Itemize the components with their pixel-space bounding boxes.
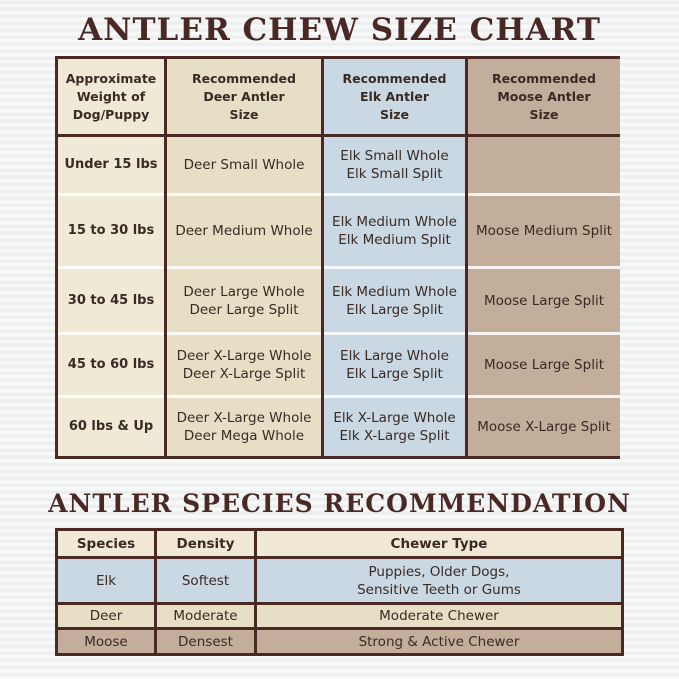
row-divider [324,266,465,269]
moose-cell: Moose Large Split [483,357,604,373]
elk-cell: Elk Small Whole Elk Small Split [340,148,449,182]
row-divider [167,193,321,196]
weight-cell: Under 15 lbs [64,157,158,172]
row-divider [468,134,620,137]
moose-cell: Moose Medium Split [475,223,612,239]
elk-cell: Elk X-Large Whole Elk X-Large Split [333,410,456,444]
row-divider [468,193,620,196]
row-divider [167,266,321,269]
deer-cell: Deer Small Whole [183,157,305,173]
elk-header: Recommended Elk Antler Size [342,70,447,122]
deer-cell: Deer Large Whole Deer Large Split [183,283,305,318]
species-table: Species Density Chewer Type Elk Softest Puppi… [55,528,624,656]
row-divider [324,332,465,335]
deer-cell: Deer X-Large Whole Deer Mega Whole [176,410,312,444]
elk-column: Recommended Elk Antler Size Elk Small Who… [324,59,465,456]
species-row: Moose Densest Strong & Active Chewer [58,630,621,653]
species-cell: Moose [58,630,154,653]
density-cell: Moderate [157,605,254,627]
row-divider [58,266,164,269]
species-title: ANTLER SPECIES RECOMMENDATION [48,489,631,518]
row-divider [468,266,620,269]
deer-cell: Deer Medium Whole [175,223,313,239]
moose-column: Recommended Moose Antler Size Moose Mediu… [468,59,620,456]
moose-cell [468,137,620,193]
row-divider [324,395,465,398]
row-divider [167,395,321,398]
chewer-header: Chewer Type [257,531,621,556]
moose-header: Recommended Moose Antler Size [492,70,596,122]
elk-cell: Elk Large Whole Elk Large Split [340,348,449,382]
row-divider [324,134,465,137]
row-divider [58,134,164,137]
weight-column: Approximate Weight of Dog/Puppy Under 15 … [58,59,164,456]
chewer-cell: Strong & Active Chewer [257,630,621,653]
moose-cell: Moose Large Split [483,292,604,309]
row-divider [324,193,465,196]
elk-cell: Elk Medium Whole Elk Medium Split [332,214,457,248]
size-chart-title: ANTLER CHEW SIZE CHART [78,12,601,48]
row-divider [167,332,321,335]
weight-cell: 30 to 45 lbs [67,292,155,308]
size-chart-table: Approximate Weight of Dog/Puppy Under 15 … [55,56,620,459]
density-header: Density [157,531,254,556]
species-cell: Elk [58,559,154,602]
row-divider [167,134,321,137]
deer-header: Recommended Deer Antler Size [192,70,296,122]
weight-cell: 45 to 60 lbs [67,357,155,372]
species-row: Elk Softest Puppies, Older Dogs, Sensitive… [58,559,621,602]
row-divider [58,193,164,196]
species-cell: Deer [58,605,154,627]
row-divider [58,332,164,335]
weight-header: Approximate Weight of Dog/Puppy [65,70,157,122]
weight-cell: 15 to 30 lbs [67,223,155,238]
deer-column: Recommended Deer Antler Size Deer Small W… [167,59,321,456]
density-cell: Densest [157,630,254,653]
chewer-cell: Moderate Chewer [257,605,621,627]
deer-cell: Deer X-Large Whole Deer X-Large Split [176,348,312,382]
weight-cell: 60 lbs & Up [68,419,154,434]
density-cell: Softest [157,559,254,602]
elk-cell: Elk Medium Whole Elk Large Split [332,283,457,318]
row-divider [468,395,620,398]
moose-cell: Moose X-Large Split [477,419,611,435]
row-divider [58,395,164,398]
species-header-row: Species Density Chewer Type [58,531,621,556]
species-header: Species [58,531,154,556]
species-row: Deer Moderate Moderate Chewer [58,605,621,627]
chewer-cell: Puppies, Older Dogs, Sensitive Teeth or … [257,559,621,602]
row-divider [468,332,620,335]
